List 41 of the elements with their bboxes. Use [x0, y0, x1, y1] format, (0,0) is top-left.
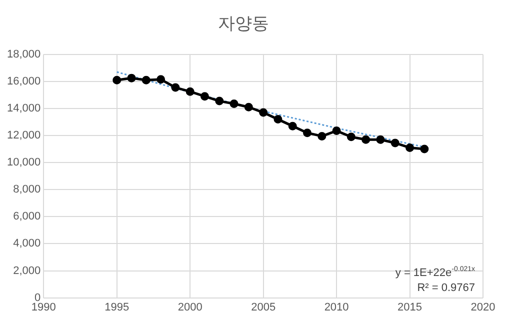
point	[156, 75, 166, 84]
chart-title: 자양동	[218, 14, 269, 33]
point	[390, 138, 400, 148]
y-tick-label: 10,000	[6, 156, 41, 169]
point	[406, 143, 414, 152]
point	[303, 128, 312, 138]
y-tick-label: 14,000	[6, 102, 41, 115]
point	[274, 115, 282, 124]
point	[171, 83, 180, 92]
y-tick-label: 18,000	[6, 48, 41, 60]
x-tick-label: 1990	[31, 301, 56, 314]
point	[244, 102, 253, 112]
annotation: R² = 0.9767	[417, 282, 476, 294]
y-tick-label: 6,000	[13, 210, 41, 223]
x-tick-label: 2015	[398, 301, 422, 314]
y-tick-label: 8,000	[13, 184, 41, 196]
point	[332, 126, 341, 136]
x-tick-label: 2010	[324, 301, 349, 314]
x-tick-label: 2020	[470, 301, 496, 314]
y-tick-label: 0	[34, 292, 41, 304]
point	[200, 92, 209, 101]
y-tick-label: 4,000	[13, 238, 41, 250]
point	[318, 132, 326, 140]
point	[346, 132, 356, 142]
x-tick-label: 1995	[104, 301, 130, 314]
point	[215, 96, 224, 106]
point	[259, 108, 268, 117]
point	[420, 144, 429, 154]
point	[127, 74, 136, 82]
point	[230, 100, 238, 108]
point	[376, 135, 385, 144]
y-tick-label: 2,000	[13, 264, 41, 277]
point	[112, 76, 122, 84]
point	[288, 122, 297, 130]
point	[362, 135, 370, 144]
point	[186, 87, 194, 96]
y-tick-label: 12,000	[6, 130, 41, 142]
point	[142, 76, 150, 84]
x-tick-label: 2005	[251, 301, 276, 314]
y-tick-label: 16,000	[6, 75, 41, 88]
x-tick-label: 2000	[178, 301, 202, 314]
